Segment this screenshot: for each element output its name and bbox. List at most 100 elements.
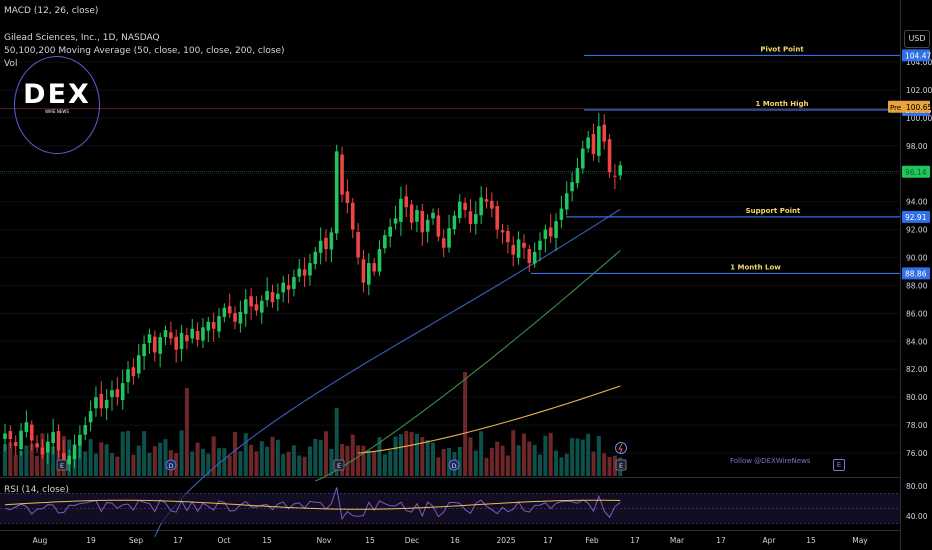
- candle-body: [543, 229, 548, 239]
- x-tick-label: Feb: [585, 536, 599, 545]
- volume-legend[interactable]: Vol: [4, 59, 18, 69]
- last-price-tag: 96.14: [905, 168, 927, 177]
- volume-bar: [382, 454, 387, 476]
- last-price-tag-bg: [902, 165, 930, 178]
- volume-bar: [345, 445, 350, 476]
- volume-bar: [158, 442, 163, 476]
- volume-bar: [334, 408, 339, 476]
- volume-bar: [580, 439, 585, 476]
- x-tick-label: 15: [365, 536, 375, 545]
- candle-body: [276, 293, 280, 300]
- candle-body: [238, 311, 243, 324]
- volume-bar: [243, 433, 248, 476]
- y-tick-label: 88.00: [906, 281, 928, 290]
- candle-body: [538, 240, 542, 250]
- volume-bar: [19, 451, 24, 476]
- symbol-legend[interactable]: Gilead Sciences, Inc., 1D, NASDAQ: [4, 33, 160, 43]
- volume-bar: [570, 438, 575, 476]
- x-tick-label: 17: [630, 536, 640, 545]
- volume-bar: [548, 432, 553, 476]
- y-tick-label: 86.00: [906, 309, 928, 318]
- pre-tag-bg: [888, 100, 930, 113]
- volume-bar: [291, 445, 296, 476]
- x-tick-label: 2025: [496, 536, 515, 545]
- candle-body: [270, 292, 275, 303]
- volume-bar: [398, 433, 403, 476]
- candle-body: [24, 422, 29, 433]
- candle-body: [586, 137, 590, 149]
- candle-body: [404, 196, 409, 208]
- volume-bar: [206, 453, 211, 476]
- candle-body: [511, 244, 516, 255]
- candle-body: [136, 355, 141, 374]
- y-tick-label: 78.00: [906, 421, 928, 430]
- dividend-icon: [165, 459, 177, 471]
- rsi-legend[interactable]: RSI (14, close): [4, 485, 69, 495]
- volume-bar: [404, 430, 409, 476]
- volume-bar: [431, 442, 435, 476]
- candle-body: [564, 193, 569, 210]
- volume-bar: [489, 447, 494, 476]
- x-tick-label: Nov: [317, 536, 332, 545]
- y-tick-label: 102.00: [906, 86, 932, 95]
- volume-bar: [527, 441, 532, 476]
- candle-body: [399, 198, 403, 222]
- volume-bar: [93, 453, 98, 476]
- volume-bar: [195, 442, 200, 476]
- volume-bar: [313, 438, 318, 476]
- volume-bar: [436, 457, 441, 476]
- candle-body: [361, 259, 366, 283]
- candle-body: [120, 383, 125, 401]
- candle-body: [19, 430, 23, 450]
- x-tick-label: Dec: [405, 536, 420, 545]
- x-tick-label: 16: [450, 536, 460, 545]
- volume-bar: [521, 433, 526, 476]
- volume-bar: [372, 451, 377, 476]
- volume-bar: [350, 434, 355, 476]
- volume-bar: [190, 451, 195, 476]
- x-tick-label: 15: [262, 536, 272, 545]
- month-low-tag-bg: [902, 267, 930, 280]
- ma200-line: [358, 385, 621, 454]
- volume-bar: [500, 445, 505, 476]
- volume-bar: [88, 439, 93, 476]
- candle-body: [94, 397, 98, 409]
- candle-body: [51, 432, 55, 443]
- dividend-icon: [448, 459, 460, 471]
- volume-bar: [505, 455, 510, 476]
- rsi-line: [4, 487, 621, 520]
- y-tick-label: 98.00: [906, 142, 928, 151]
- x-tick-label: Mar: [670, 536, 685, 545]
- macd-legend[interactable]: MACD (12, 26, close): [4, 6, 99, 16]
- volume-bar: [447, 447, 452, 476]
- volume-bar: [575, 438, 580, 476]
- volume-bar: [393, 436, 398, 476]
- candle-body: [313, 251, 318, 264]
- earnings-icon[interactable]: E: [833, 459, 845, 471]
- x-tick-label: Oct: [218, 536, 231, 545]
- candle-body: [67, 455, 71, 465]
- candle-body: [602, 124, 606, 142]
- x-tick-label: 17: [543, 536, 553, 545]
- candle-body: [468, 211, 473, 224]
- candle-body: [324, 237, 328, 250]
- candle-body: [607, 139, 612, 173]
- volume-bar: [35, 455, 40, 476]
- candle-body: [88, 411, 93, 423]
- candle-body: [495, 206, 499, 230]
- candle-body: [367, 263, 371, 285]
- candle-body: [436, 215, 441, 237]
- volume-bar: [586, 433, 591, 476]
- y-tick-label: 104.00: [906, 58, 932, 67]
- moving-average-legend[interactable]: 50,100,200 Moving Average (50, close, 10…: [4, 46, 285, 56]
- currency-button[interactable]: USD: [904, 30, 930, 48]
- volume-bar: [184, 388, 189, 476]
- candle-body: [13, 442, 18, 447]
- logo-subtext: WIRE NEWS: [45, 109, 69, 114]
- candle-body: [72, 444, 77, 460]
- volume-bar: [270, 436, 275, 476]
- volume-bar: [484, 457, 489, 476]
- candle-body: [393, 218, 398, 224]
- candle-body: [83, 425, 88, 435]
